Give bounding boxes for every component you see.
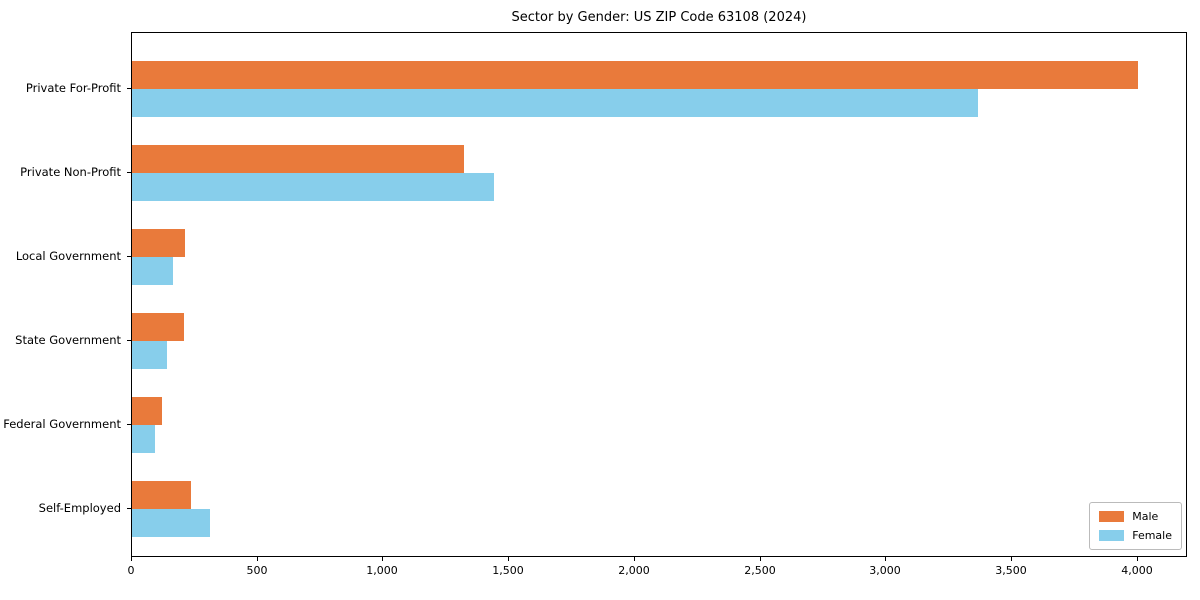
y-tick-mark xyxy=(127,424,131,425)
chart-title: Sector by Gender: US ZIP Code 63108 (202… xyxy=(511,10,807,25)
x-tick-mark xyxy=(1011,557,1012,561)
y-tick-mark xyxy=(127,508,131,509)
bar-female-3 xyxy=(132,341,167,369)
x-tick-mark xyxy=(885,557,886,561)
legend-entry-male: Male xyxy=(1099,510,1172,523)
legend: Male Female xyxy=(1089,502,1182,550)
x-tick-mark xyxy=(131,557,132,561)
legend-swatch-female xyxy=(1099,530,1125,541)
legend-swatch-male xyxy=(1099,511,1125,522)
bar-male-1 xyxy=(132,145,464,173)
bar-male-4 xyxy=(132,397,162,425)
bar-female-2 xyxy=(132,257,173,285)
category-label: Federal Government xyxy=(3,417,121,431)
y-tick-mark xyxy=(127,340,131,341)
category-label: Self-Employed xyxy=(38,501,121,515)
x-tick-mark xyxy=(760,557,761,561)
x-tick-label: 0 xyxy=(127,564,135,577)
bar-male-0 xyxy=(132,61,1138,89)
x-tick-mark xyxy=(508,557,509,561)
x-tick-label: 2,000 xyxy=(618,564,650,577)
category-label: Private For-Profit xyxy=(25,81,121,95)
bar-female-5 xyxy=(132,509,210,537)
bar-male-3 xyxy=(132,313,184,341)
x-tick-label: 1,000 xyxy=(366,564,398,577)
x-tick-label: 3,000 xyxy=(869,564,901,577)
bar-female-0 xyxy=(132,89,978,117)
legend-label-female: Female xyxy=(1132,529,1172,542)
x-tick-label: 500 xyxy=(246,564,268,577)
legend-label-male: Male xyxy=(1132,510,1159,523)
legend-entry-female: Female xyxy=(1099,529,1172,542)
category-label: Local Government xyxy=(15,249,121,263)
bar-female-1 xyxy=(132,173,494,201)
x-tick-mark xyxy=(382,557,383,561)
x-tick-label: 1,500 xyxy=(492,564,524,577)
x-tick-mark xyxy=(1137,557,1138,561)
bar-male-5 xyxy=(132,481,191,509)
y-tick-mark xyxy=(127,88,131,89)
x-tick-label: 3,500 xyxy=(995,564,1027,577)
x-tick-mark xyxy=(634,557,635,561)
bar-male-2 xyxy=(132,229,185,257)
y-tick-mark xyxy=(127,172,131,173)
y-tick-mark xyxy=(127,256,131,257)
category-label: Private Non-Profit xyxy=(20,165,121,179)
x-tick-mark xyxy=(257,557,258,561)
category-label: State Government xyxy=(15,333,121,347)
plot-area: Male Female xyxy=(131,32,1187,557)
bar-female-4 xyxy=(132,425,155,453)
x-tick-label: 2,500 xyxy=(744,564,776,577)
x-tick-label: 4,000 xyxy=(1121,564,1153,577)
